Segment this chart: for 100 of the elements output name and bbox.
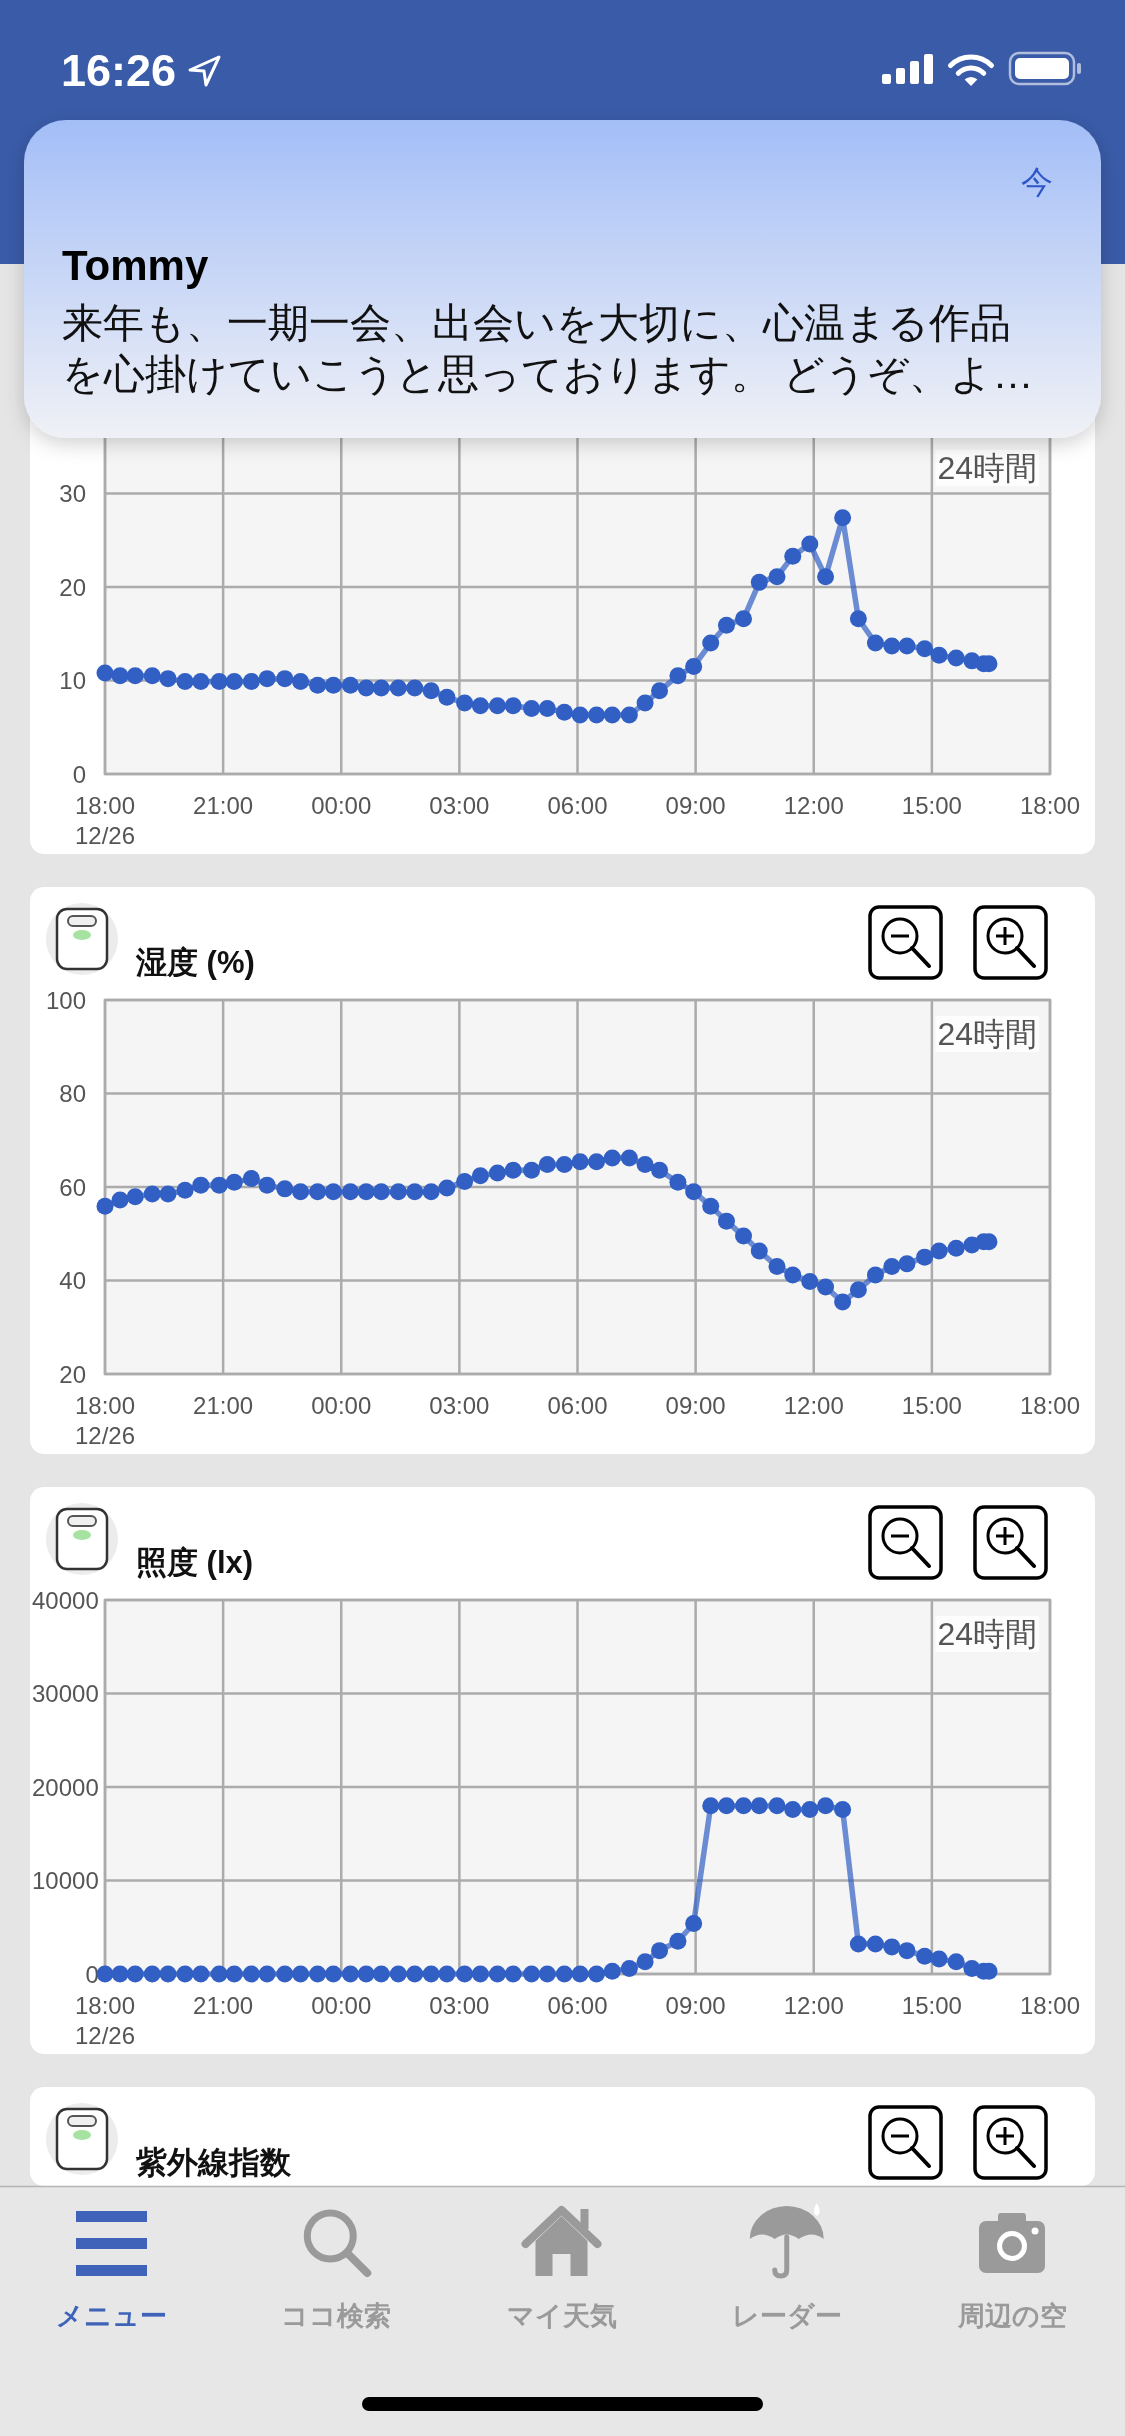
point bbox=[588, 1965, 606, 1983]
x-tick-label: 18:00 bbox=[1019, 1992, 1081, 2019]
point bbox=[143, 1965, 161, 1983]
point bbox=[750, 1242, 768, 1260]
point bbox=[372, 1965, 390, 1983]
point bbox=[406, 679, 424, 697]
point bbox=[947, 1953, 965, 1971]
point bbox=[685, 1183, 703, 1201]
point bbox=[341, 1965, 359, 1983]
x-tick-label: 00:00 bbox=[311, 1992, 372, 2019]
annotation: 24時間 bbox=[937, 1016, 1037, 1052]
point bbox=[126, 1965, 144, 1983]
text: レーダー bbox=[731, 2301, 842, 2331]
chart-title: 照度 (lx) bbox=[136, 1545, 254, 1580]
point bbox=[866, 1266, 884, 1284]
point bbox=[422, 1183, 440, 1201]
point bbox=[357, 679, 375, 697]
y-tick-label: 10 bbox=[59, 667, 86, 694]
point bbox=[471, 1167, 489, 1185]
point bbox=[538, 1156, 556, 1174]
annotation: 24時間 bbox=[937, 1616, 1037, 1652]
point bbox=[406, 1965, 424, 1983]
point bbox=[883, 1938, 901, 1956]
x-tick-label: 03:00 bbox=[429, 1992, 490, 2019]
point bbox=[242, 1170, 260, 1188]
x-tick-label: 21:00 bbox=[193, 792, 254, 819]
x-tick-label: 03:00 bbox=[429, 792, 490, 819]
annotation: 24時間 bbox=[937, 450, 1037, 486]
point bbox=[883, 1257, 901, 1275]
point bbox=[866, 1935, 884, 1953]
point bbox=[555, 703, 573, 721]
point bbox=[406, 1183, 424, 1201]
point bbox=[111, 667, 129, 685]
point bbox=[192, 1965, 210, 1983]
point bbox=[258, 670, 276, 688]
x-tick-label: 18:00 12/26 bbox=[74, 1392, 136, 1449]
point bbox=[849, 1935, 867, 1953]
point bbox=[210, 1176, 228, 1194]
point bbox=[258, 1965, 276, 1983]
x-tick-label: 15:00 bbox=[901, 1992, 962, 2019]
point bbox=[438, 1965, 456, 1983]
point bbox=[555, 1156, 573, 1174]
point bbox=[523, 1965, 541, 1983]
point bbox=[422, 1965, 440, 1983]
point bbox=[768, 1797, 786, 1815]
x-tick-label: 21:00 bbox=[193, 1992, 254, 2019]
point bbox=[456, 1172, 474, 1190]
point bbox=[555, 1965, 573, 1983]
point bbox=[309, 1965, 327, 1983]
point bbox=[504, 1161, 522, 1179]
point bbox=[324, 676, 342, 694]
point bbox=[488, 697, 506, 715]
point bbox=[636, 694, 654, 712]
point bbox=[126, 667, 144, 685]
chart-title: 湿度 (%) bbox=[135, 945, 255, 980]
point bbox=[242, 1965, 260, 1983]
point bbox=[702, 634, 720, 652]
point bbox=[603, 1962, 621, 1980]
point bbox=[111, 1191, 129, 1209]
point bbox=[225, 672, 243, 690]
point bbox=[817, 1278, 835, 1296]
text: ココ検索 bbox=[281, 2301, 392, 2331]
point bbox=[717, 1212, 735, 1230]
point bbox=[292, 1183, 310, 1201]
point bbox=[159, 1185, 177, 1203]
point bbox=[159, 670, 177, 688]
point bbox=[930, 1242, 948, 1260]
point bbox=[456, 1965, 474, 1983]
point bbox=[669, 1932, 687, 1950]
text: 16:26 bbox=[61, 45, 177, 96]
point bbox=[571, 1965, 589, 1983]
point bbox=[685, 1915, 703, 1933]
point bbox=[620, 1149, 638, 1167]
point bbox=[620, 1959, 638, 1977]
x-tick-label: 12:00 bbox=[783, 792, 844, 819]
point bbox=[717, 1797, 735, 1815]
x-tick-label: 12:00 bbox=[783, 1992, 844, 2019]
point bbox=[930, 646, 948, 664]
point bbox=[717, 616, 735, 634]
point bbox=[438, 1179, 456, 1197]
point bbox=[735, 1797, 753, 1815]
text: 今 bbox=[1021, 164, 1053, 200]
point bbox=[898, 1255, 916, 1273]
point bbox=[96, 1197, 114, 1215]
x-tick-label: 15:00 bbox=[901, 1392, 962, 1419]
point bbox=[276, 1180, 294, 1198]
point bbox=[947, 1239, 965, 1257]
point bbox=[883, 637, 901, 655]
point bbox=[817, 1797, 835, 1815]
y-tick-label: 30000 bbox=[32, 1680, 99, 1707]
point bbox=[126, 1188, 144, 1206]
x-tick-label: 06:00 bbox=[547, 1992, 608, 2019]
point bbox=[620, 706, 638, 724]
y-tick-label: 20 bbox=[59, 1360, 86, 1388]
point bbox=[735, 1227, 753, 1245]
point bbox=[669, 1173, 687, 1191]
point bbox=[111, 1965, 129, 1983]
point bbox=[389, 679, 407, 697]
point bbox=[372, 679, 390, 697]
point bbox=[784, 1800, 802, 1818]
